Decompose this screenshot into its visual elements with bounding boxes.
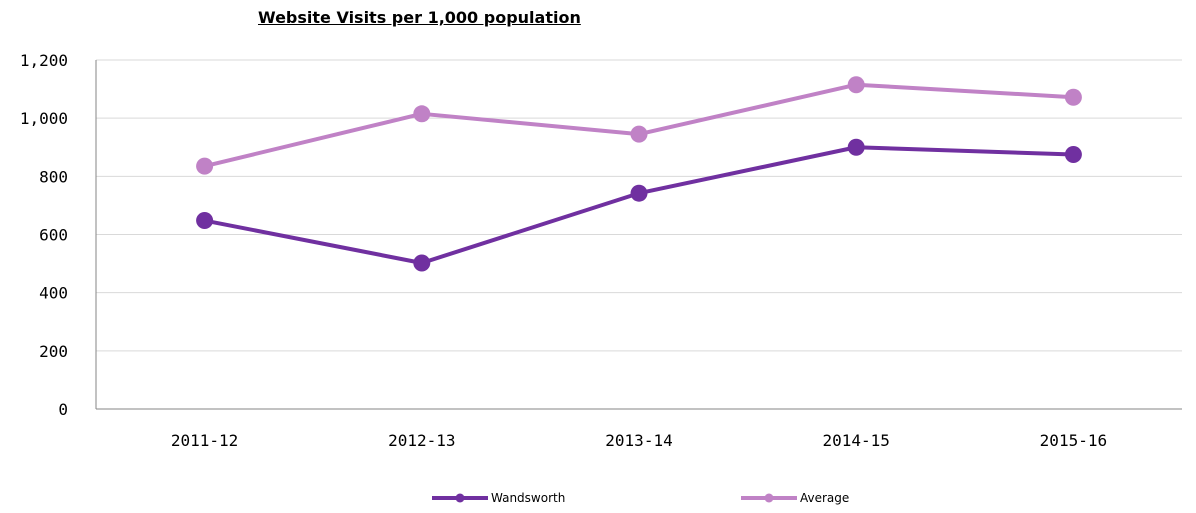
y-tick-label: 0 [58, 400, 68, 419]
data-point-average [630, 125, 648, 143]
axes [95, 60, 1182, 410]
x-tick-label: 2012-13 [388, 431, 455, 450]
y-tick-label: 800 [39, 167, 68, 186]
data-point-wandsworth [847, 138, 865, 156]
series-line-average [204, 82, 1074, 169]
y-tick-label: 1,000 [20, 109, 68, 128]
x-tick-label: 2013-14 [605, 431, 672, 450]
data-point-average [413, 105, 431, 123]
data-point-average [847, 76, 865, 94]
legend-label-wandsworth: Wandsworth [491, 491, 566, 505]
y-tick-label: 1,200 [20, 51, 68, 70]
data-point-wandsworth [1064, 146, 1082, 164]
data-point-wandsworth [630, 184, 648, 202]
series-line-wandsworth [204, 145, 1074, 266]
data-point-average [196, 157, 214, 175]
y-tick-label: 400 [39, 284, 68, 303]
legend-marker-wandsworth [432, 493, 488, 503]
legend-label-average: Average [800, 491, 850, 505]
x-axis-ticks: 2011-12 2012-13 2013-14 2014-15 2015-16 [171, 431, 1107, 450]
x-tick-label: 2015-16 [1040, 431, 1107, 450]
data-point-average [1064, 88, 1082, 106]
data-point-wandsworth [196, 212, 214, 230]
data-point-wandsworth [413, 254, 431, 272]
y-tick-label: 600 [39, 226, 68, 245]
legend-marker-average [741, 493, 797, 503]
gridlines [96, 59, 1182, 352]
x-tick-label: 2011-12 [171, 431, 238, 450]
legend-item-average: Average [741, 488, 849, 508]
legend-item-wandsworth: Wandsworth [432, 488, 565, 508]
series-layer [196, 76, 1082, 272]
x-tick-label: 2014-15 [822, 431, 889, 450]
y-axis-ticks: 0 200 400 600 800 1,000 1,200 [20, 51, 68, 419]
y-tick-label: 200 [39, 342, 68, 361]
legend: Wandsworth Average [0, 488, 1196, 510]
chart-title: Website Visits per 1,000 population [258, 8, 581, 27]
